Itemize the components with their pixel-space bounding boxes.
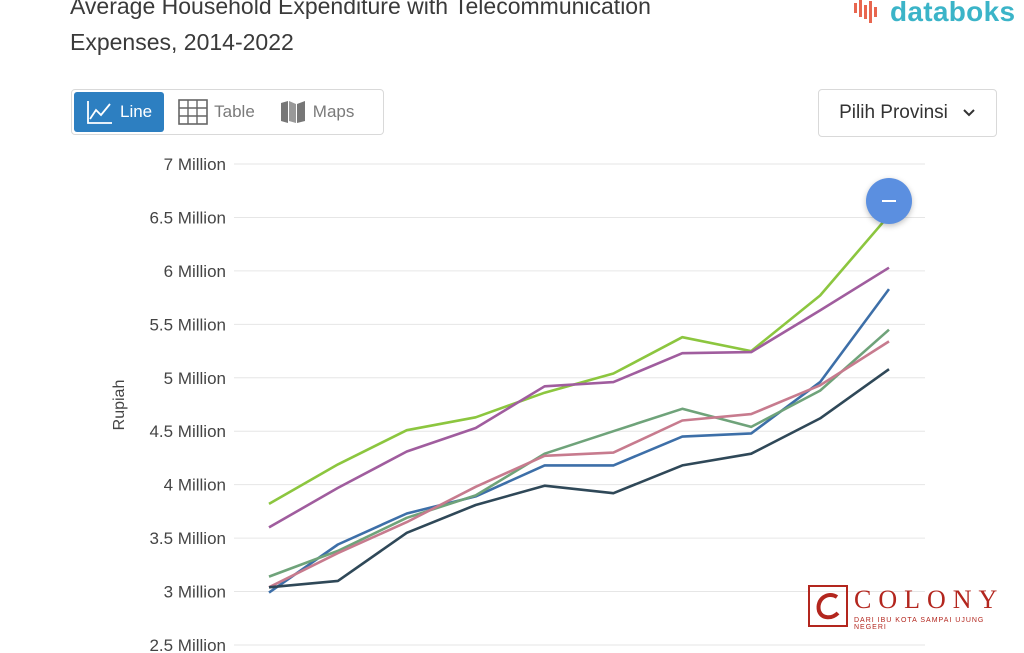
- series-line-series-sage[interactable]: [268, 328, 890, 578]
- line-view-button[interactable]: Line: [74, 92, 165, 132]
- y-tick-label: 4.5 Million: [149, 422, 226, 441]
- colony-watermark-title: COLONY: [854, 585, 1005, 614]
- y-tick-label: 7 Million: [164, 155, 226, 174]
- series-lines: [268, 214, 891, 594]
- brand-name: databoks: [890, 0, 1016, 27]
- databoks-logo-icon: [854, 0, 877, 23]
- view-switch: Line Table Maps: [71, 89, 384, 135]
- table-view-label: Table: [214, 102, 255, 121]
- maps-view-label: Maps: [312, 102, 355, 121]
- line-view-label: Line: [120, 102, 153, 121]
- y-tick-label: 5 Million: [164, 369, 226, 388]
- y-axis-label: Rupiah: [111, 380, 128, 431]
- y-tick-label: 4 Million: [164, 476, 226, 495]
- brand-logo[interactable]: databoks: [852, 0, 1015, 32]
- y-tick-label: 3 Million: [164, 583, 226, 602]
- series-line-series-purple[interactable]: [268, 266, 890, 529]
- collapse-button[interactable]: [866, 178, 912, 224]
- series-line-series-green[interactable]: [268, 214, 890, 506]
- chart-title-line-1: Average Household Expenditure with Telec…: [70, 0, 651, 19]
- y-axis-ticks: 7 Million 6.5 Million 6 Million 5.5 Million…: [149, 155, 226, 653]
- y-tick-label: 6 Million: [164, 262, 226, 281]
- province-select-label: Pilih Provinsi: [839, 102, 948, 123]
- colony-watermark-subtitle: DARI IBU KOTA SAMPAI UJUNG NEGERI: [854, 617, 985, 631]
- colony-logo-icon: [808, 585, 848, 627]
- series-line-series-blue[interactable]: [268, 288, 891, 594]
- series-line-series-rose[interactable]: [268, 340, 890, 589]
- table-view-button[interactable]: Table: [166, 90, 267, 134]
- y-tick-label: 3.5 Million: [149, 529, 226, 548]
- y-tick-label: 2.5 Million: [149, 636, 226, 653]
- minus-icon: [882, 200, 896, 202]
- table-icon: [178, 99, 208, 125]
- y-tick-label: 5.5 Million: [149, 315, 226, 334]
- series-line-series-dark[interactable]: [268, 368, 890, 589]
- line-chart-icon: [87, 101, 112, 124]
- y-tick-label: 6.5 Million: [149, 208, 226, 227]
- maps-view-button[interactable]: Maps: [267, 90, 367, 134]
- chart-title-line-2: Expenses, 2014-2022: [70, 29, 294, 55]
- map-icon: [280, 101, 305, 123]
- chevron-down-icon: [963, 109, 975, 117]
- chart-title: Average Household Expenditure with Telec…: [70, 0, 790, 60]
- colony-watermark: COLONY DARI IBU KOTA SAMPAI UJUNG NEGERI: [808, 585, 1008, 633]
- province-select[interactable]: Pilih Provinsi: [818, 89, 997, 137]
- gridlines: [234, 163, 925, 646]
